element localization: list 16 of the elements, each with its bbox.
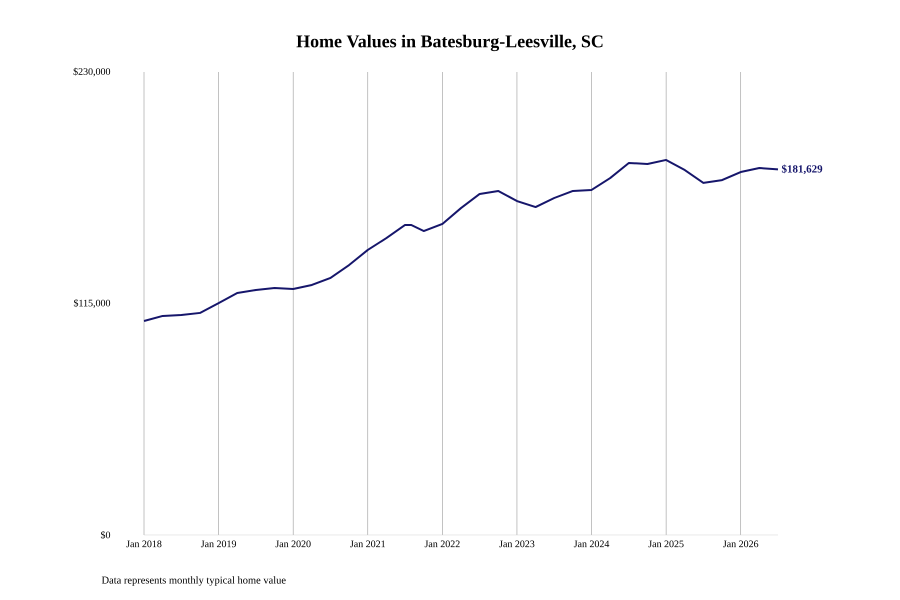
x-tick-label: Jan 2019 [200,540,236,548]
text: Data represents monthly typical home value [102,576,286,586]
y-tick-label: $115,000 [74,299,110,308]
y-tick-label: $0 [100,530,110,539]
x-tick-label: Jan 2018 [126,540,162,548]
annotation: $181,629 [782,164,822,174]
x-tick-label: Jan 2026 [723,540,758,548]
x-tick-label: Jan 2021 [350,540,386,548]
x-tick-label: Jan 2020 [276,540,311,548]
y-tick-label: $230,000 [74,68,110,76]
chart-title: Home Values in Batesburg-Leesville, SC [296,34,602,52]
line-series [143,158,779,322]
x-tick-label: Jan 2025 [648,540,684,548]
x-tick-label: Jan 2024 [574,540,610,548]
x-tick-label: Jan 2022 [424,540,460,548]
x-tick-label: Jan 2023 [499,540,534,548]
